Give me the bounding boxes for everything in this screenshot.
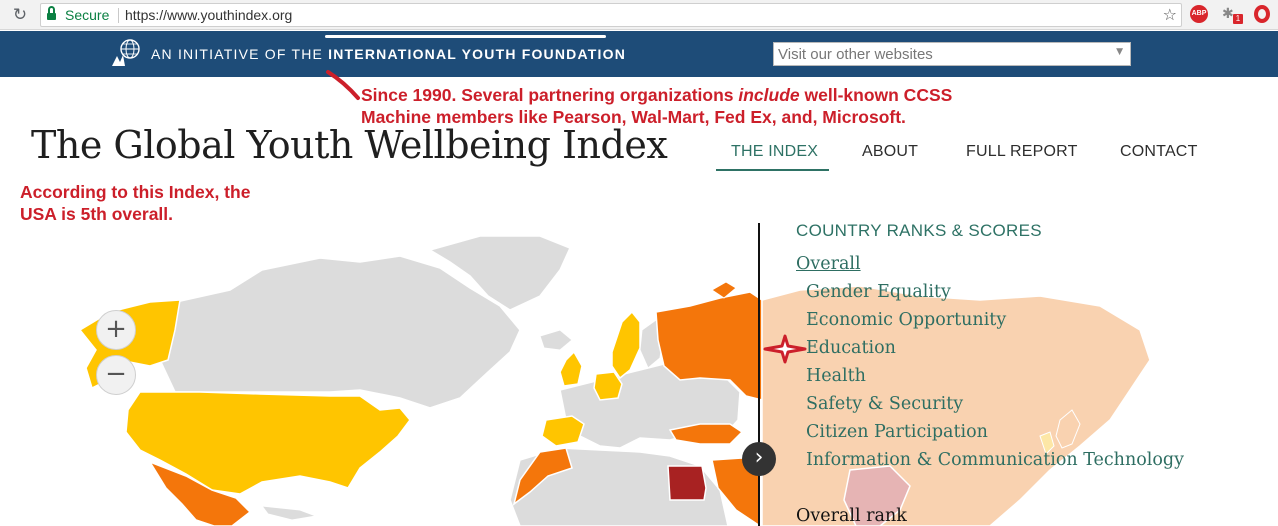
- map-region-usa: [125, 391, 411, 495]
- map-region-iceland: [539, 329, 573, 351]
- rank-filter-education[interactable]: Education: [806, 338, 896, 358]
- chevron-right-icon[interactable]: ›: [742, 442, 776, 476]
- map-region-russia: [655, 291, 763, 401]
- iyf-globe-logo-icon[interactable]: [110, 38, 142, 68]
- lock-icon: [47, 6, 56, 20]
- rank-filter-safety-security[interactable]: Safety & Security: [806, 394, 964, 414]
- map-region-canada: [149, 255, 521, 409]
- annotation-note-partners-b: well-known CCSS: [799, 85, 953, 105]
- page-title[interactable]: The Global Youth Wellbeing Index: [31, 123, 668, 167]
- map-region-india: [843, 465, 911, 526]
- map-region-greenland: [428, 235, 572, 311]
- map-compare-divider[interactable]: [758, 223, 760, 526]
- initiative-org-link[interactable]: INTERNATIONAL YOUTH FOUNDATION: [328, 46, 626, 62]
- map-region-uk: [559, 350, 583, 387]
- extension-badge: 1: [1233, 14, 1243, 24]
- annotation-note-partners-em: include: [738, 85, 800, 105]
- annotation-note-usa-line1: According to this Index, the: [20, 182, 251, 202]
- nav-contact[interactable]: CONTACT: [1120, 143, 1198, 160]
- map-region-caribbean: [260, 505, 318, 521]
- map-region-egypt: [667, 465, 707, 501]
- address-separator: [118, 8, 119, 23]
- nav-about[interactable]: ABOUT: [862, 143, 919, 160]
- reload-icon[interactable]: ↻: [12, 5, 28, 25]
- annotation-note-usa-line2: USA is 5th overall.: [20, 204, 174, 224]
- map-region-scandinavia: [611, 310, 641, 380]
- initiative-prefix: AN INITIATIVE OF THE: [151, 46, 329, 62]
- map-region-korea: [1039, 431, 1055, 455]
- extension-puzzle-icon[interactable]: ✱: [1222, 6, 1234, 22]
- zoom-out-button[interactable]: −: [96, 355, 136, 395]
- opera-extension-icon[interactable]: [1254, 5, 1270, 23]
- rank-filter-gender-equality[interactable]: Gender Equality: [806, 282, 951, 302]
- initiative-text: AN INITIATIVE OF THE INTERNATIONAL YOUTH…: [151, 46, 626, 62]
- nav-full-report[interactable]: FULL REPORT: [966, 143, 1078, 160]
- overall-rank-label: Overall rank: [796, 506, 907, 526]
- rank-filter-health[interactable]: Health: [806, 366, 866, 386]
- annotation-underline: [325, 35, 606, 38]
- map-region-spain: [541, 415, 585, 447]
- bookmark-star-icon[interactable]: ☆: [1162, 5, 1177, 24]
- map-region-turkey: [668, 423, 744, 445]
- nav-active-underline: [716, 169, 829, 171]
- rank-filter-citizen-participation[interactable]: Citizen Participation: [806, 422, 988, 442]
- address-bar[interactable]: Secure https://www.youthindex.org ☆: [40, 3, 1182, 27]
- annotation-note-partners-line2: Machine members like Pearson, Wal-Mart, …: [361, 107, 906, 127]
- rank-filter-ict[interactable]: Information & Communication Technology: [806, 450, 1184, 470]
- map-region-novaya-zemlya: [711, 281, 737, 299]
- site-top-bar: AN INITIATIVE OF THE INTERNATIONAL YOUTH…: [0, 31, 1278, 77]
- zoom-in-button[interactable]: +: [96, 310, 136, 350]
- annotation-note-partners-a: Since 1990. Several partnering organizat…: [361, 85, 739, 105]
- adblock-extension-icon[interactable]: ABP: [1190, 5, 1208, 23]
- map-region-asia: [761, 285, 1151, 526]
- world-map-canvas[interactable]: [0, 205, 1278, 526]
- map-region-mexico: [148, 460, 252, 526]
- annotation-note-usa-rank: According to this Index, the USA is 5th …: [20, 181, 320, 225]
- chevron-down-icon: ▼: [1116, 47, 1123, 57]
- url-text[interactable]: https://www.youthindex.org: [125, 7, 293, 23]
- rank-filter-overall[interactable]: Overall: [796, 254, 861, 274]
- country-ranks-heading: COUNTRY RANKS & SCORES: [796, 221, 1042, 240]
- annotation-note-partners: Since 1990. Several partnering organizat…: [361, 84, 1061, 128]
- other-websites-select-value: Visit our other websites: [778, 46, 933, 63]
- annotation-star-icon: [763, 334, 807, 364]
- world-map[interactable]: + −: [0, 205, 1278, 526]
- nav-the-index[interactable]: THE INDEX: [731, 143, 819, 160]
- annotation-pointer: [326, 70, 360, 100]
- other-websites-select[interactable]: Visit our other websites ▼: [773, 42, 1131, 66]
- rank-filter-economic-opportunity[interactable]: Economic Opportunity: [806, 310, 1007, 330]
- map-region-germany: [593, 371, 623, 401]
- map-region-japan: [1055, 409, 1081, 449]
- browser-toolbar: ↻ Secure https://www.youthindex.org ☆ AB…: [0, 0, 1278, 30]
- map-region-morocco: [512, 447, 573, 506]
- secure-label: Secure: [65, 7, 110, 23]
